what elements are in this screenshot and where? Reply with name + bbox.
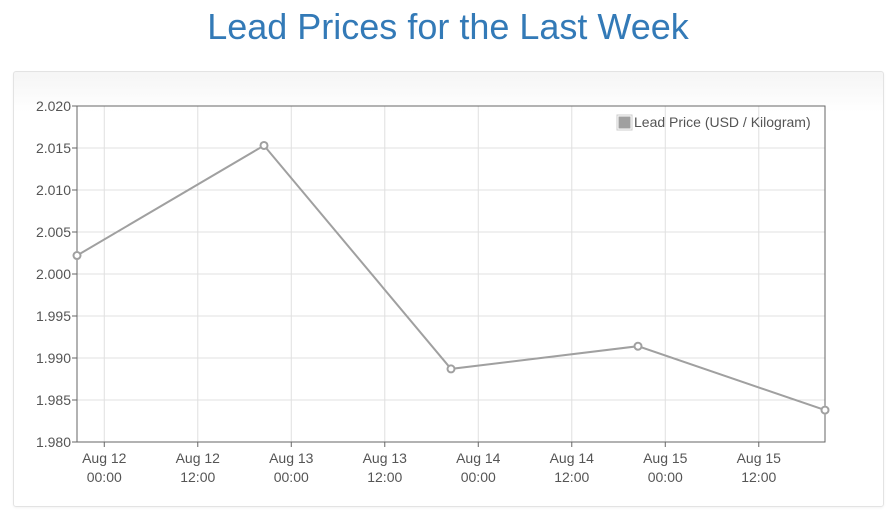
y-tick-label: 1.990	[36, 350, 71, 366]
data-point[interactable]	[633, 341, 643, 351]
legend[interactable]: Lead Price (USD / Kilogram)	[616, 114, 811, 131]
grid-lines	[77, 105, 825, 443]
x-tick-label: Aug 13 00:00	[269, 450, 314, 485]
y-tick-label: 1.995	[36, 308, 71, 324]
chart-panel	[13, 71, 884, 507]
x-tick-label: Aug 14 12:00	[550, 450, 595, 485]
y-tick-label: 1.980	[36, 434, 71, 450]
y-tick-label: 2.010	[36, 182, 71, 198]
data-point[interactable]	[72, 251, 82, 261]
legend-label: Lead Price (USD / Kilogram)	[634, 114, 811, 130]
x-tick-label: Aug 12 12:00	[176, 450, 221, 485]
x-tick-label: Aug 13 12:00	[363, 450, 408, 485]
y-tick-label: 2.000	[36, 266, 71, 282]
data-point[interactable]	[446, 364, 456, 374]
y-axis: 2.020 2.015 2.010 2.005 2.000 1.995 1.990 1.985…	[36, 98, 77, 450]
series-points	[72, 140, 830, 415]
data-point[interactable]	[820, 405, 830, 415]
data-point[interactable]	[259, 140, 269, 150]
legend-swatch	[617, 115, 632, 130]
x-tick-label: Aug 15 12:00	[737, 450, 782, 485]
x-axis: Aug 12 00:00 Aug 12 12:00 Aug 13 00:00 Aug 13 1…	[82, 442, 781, 485]
y-tick-label: 2.020	[36, 98, 71, 114]
x-tick-label: Aug 12 00:00	[82, 450, 127, 485]
x-tick-label: Aug 15 00:00	[643, 450, 688, 485]
x-tick-label: Aug 14 00:00	[456, 450, 501, 485]
page-title: Lead Prices for the Last Week	[207, 6, 689, 47]
y-tick-label: 2.015	[36, 140, 71, 156]
y-tick-label: 1.985	[36, 392, 71, 408]
y-tick-label: 2.005	[36, 224, 71, 240]
legend-swatch-border	[616, 114, 633, 131]
